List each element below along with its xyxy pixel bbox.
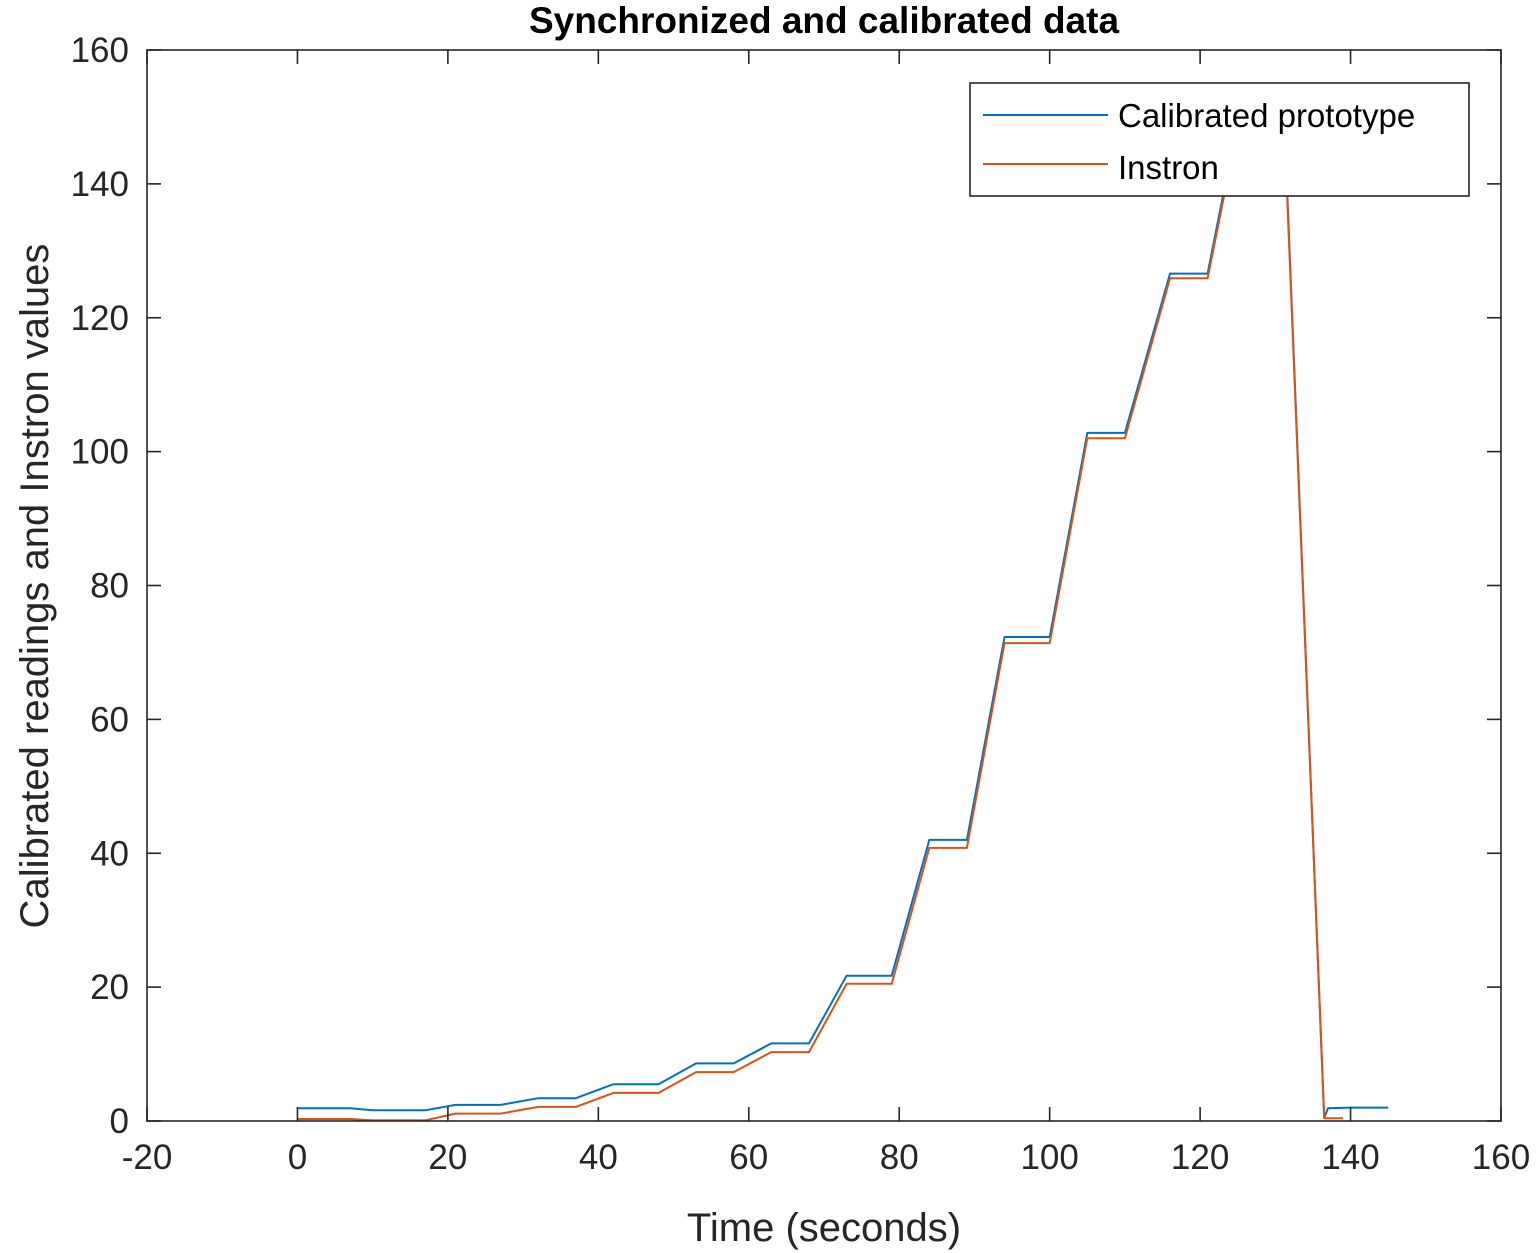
series-line-instron [297,89,1343,1121]
y-tick-label: 120 [71,299,129,338]
y-tick-label: 100 [71,433,129,472]
y-tick-label: 60 [90,700,129,739]
x-tick-label: 140 [1321,1138,1379,1177]
legend: Calibrated prototype Instron [969,82,1470,197]
x-tick-label: 20 [428,1138,467,1177]
chart-title: Synchronized and calibrated data [529,0,1120,41]
x-axis-label: Time (seconds) [687,1206,961,1250]
plot-area [147,50,1501,1121]
x-tick-label: 40 [579,1138,618,1177]
tick-layer: -20 0 20 40 60 80 100 120 140 1600204060801001201… [71,31,1531,1177]
y-tick-label: 40 [90,834,129,873]
x-tick-label: 0 [288,1138,307,1177]
x-tick-label: 80 [880,1138,919,1177]
y-tick-label: 140 [71,165,129,204]
legend-label-calibrated-prototype: Calibrated prototype [1118,97,1415,134]
y-tick-label: 80 [90,567,129,606]
legend-box [969,82,1470,197]
x-tick-label: 120 [1171,1138,1229,1177]
x-tick-label: -20 [122,1138,173,1177]
x-tick-label: 60 [729,1138,768,1177]
y-tick-label: 0 [110,1102,129,1141]
x-tick-label: 100 [1020,1138,1078,1177]
y-tick-label: 20 [90,968,129,1007]
legend-label-instron: Instron [1118,149,1219,186]
y-axis-label: Calibrated readings and Instron values [13,244,57,929]
y-tick-label: 160 [71,31,129,70]
x-tick-label: 160 [1472,1138,1530,1177]
